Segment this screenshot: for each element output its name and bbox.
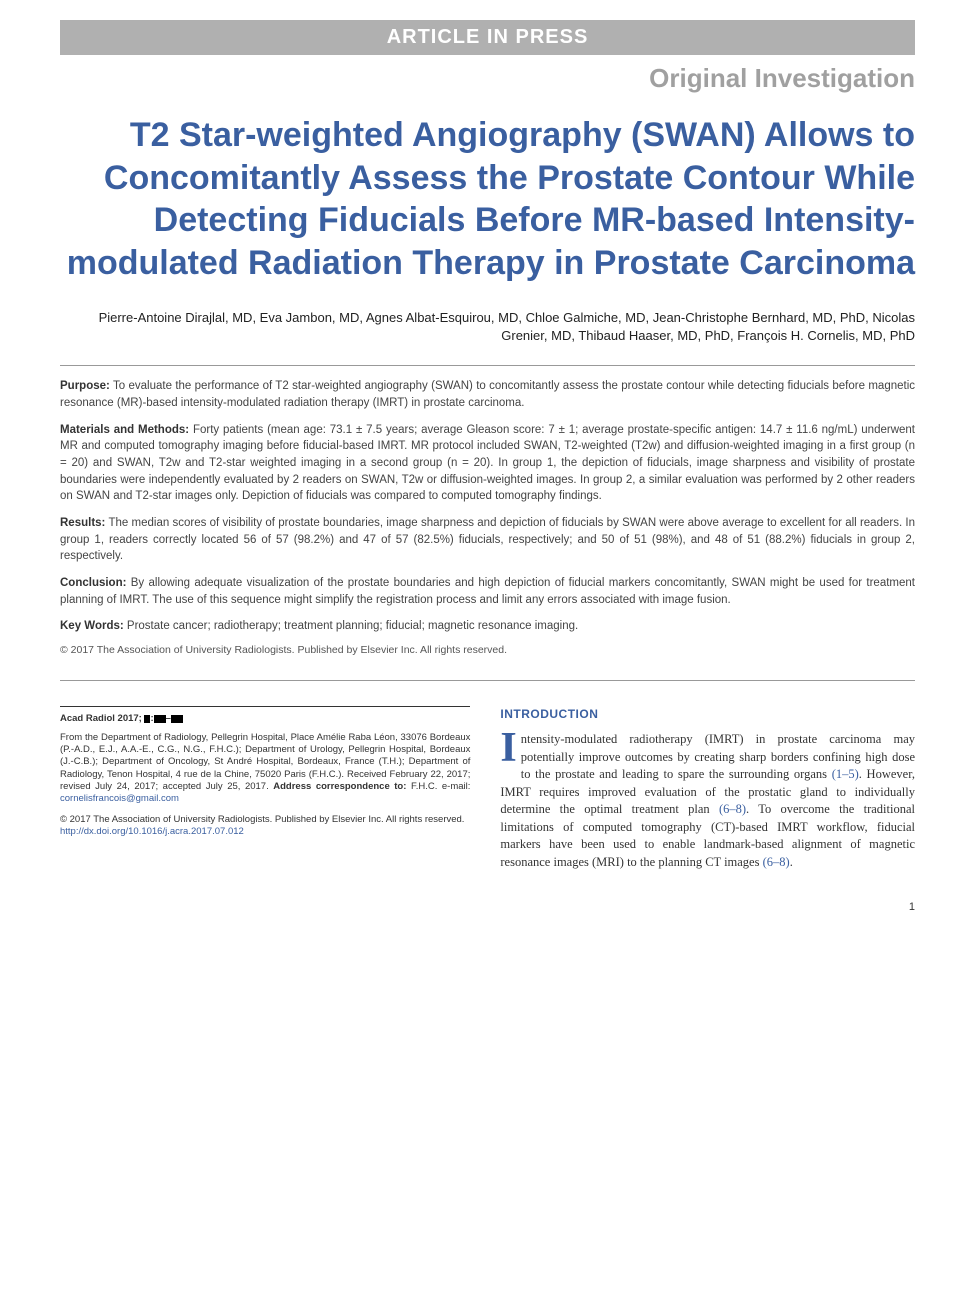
affiliations-text: From the Department of Radiology, Pelleg… (60, 732, 470, 792)
divider (60, 706, 470, 707)
intro-text-4: . (790, 855, 793, 869)
correspondence-label: Address correspondence to: (273, 781, 406, 792)
keywords-label: Key Words: (60, 620, 124, 632)
doi-link[interactable]: http://dx.doi.org/10.1016/j.acra.2017.07… (60, 826, 470, 838)
right-intro-column: INTRODUCTION Intensity-modulated radioth… (500, 706, 915, 871)
purpose-label: Purpose: (60, 380, 110, 392)
abstract-copyright: © 2017 The Association of University Rad… (60, 643, 915, 658)
copyright-block: © 2017 The Association of University Rad… (60, 814, 470, 839)
copyright-text: © 2017 The Association of University Rad… (60, 814, 470, 826)
correspondence-text: F.H.C. e-mail: (411, 781, 470, 792)
abstract-purpose: Purpose: To evaluate the performance of … (60, 378, 915, 411)
placeholder-box-icon (144, 715, 150, 723)
methods-text: Forty patients (mean age: 73.1 ± 7.5 yea… (60, 424, 915, 503)
author-list: Pierre-Antoine Dirajlal, MD, Eva Jambon,… (60, 309, 915, 345)
abstract-block: Purpose: To evaluate the performance of … (60, 365, 915, 681)
article-title: T2 Star-weighted Angiography (SWAN) Allo… (60, 114, 915, 284)
two-column-footer: Acad Radiol 2017; :– From the Department… (60, 706, 915, 871)
conclusion-label: Conclusion: (60, 577, 126, 589)
abstract-keywords: Key Words: Prostate cancer; radiotherapy… (60, 618, 915, 635)
conclusion-text: By allowing adequate visualization of th… (60, 577, 915, 606)
dropcap-letter: I (500, 731, 520, 767)
placeholder-box-icon (177, 715, 183, 723)
abstract-conclusion: Conclusion: By allowing adequate visuali… (60, 575, 915, 608)
reference-link-1[interactable]: (1–5) (832, 767, 859, 781)
affiliations-block: From the Department of Radiology, Pelleg… (60, 732, 470, 806)
keywords-text: Prostate cancer; radiotherapy; treatment… (127, 620, 578, 632)
introduction-paragraph: Intensity-modulated radiotherapy (IMRT) … (500, 731, 915, 871)
page-number: 1 (60, 901, 915, 913)
citation-line: Acad Radiol 2017; :– (60, 713, 470, 725)
results-label: Results: (60, 517, 105, 529)
left-footer-column: Acad Radiol 2017; :– From the Department… (60, 706, 470, 871)
introduction-heading: INTRODUCTION (500, 706, 915, 723)
article-category: Original Investigation (60, 63, 915, 94)
abstract-methods: Materials and Methods: Forty patients (m… (60, 422, 915, 505)
reference-link-3[interactable]: (6–8) (763, 855, 790, 869)
purpose-text: To evaluate the performance of T2 star-w… (60, 380, 915, 409)
reference-link-2[interactable]: (6–8) (719, 802, 746, 816)
article-status-banner: ARTICLE IN PRESS (60, 20, 915, 55)
abstract-results: Results: The median scores of visibility… (60, 515, 915, 565)
citation-prefix: Acad Radiol 2017; (60, 713, 144, 724)
placeholder-box-icon (160, 715, 166, 723)
results-text: The median scores of visibility of prost… (60, 517, 915, 562)
methods-label: Materials and Methods: (60, 424, 189, 436)
correspondence-email[interactable]: cornelisfrancois@gmail.com (60, 793, 179, 804)
